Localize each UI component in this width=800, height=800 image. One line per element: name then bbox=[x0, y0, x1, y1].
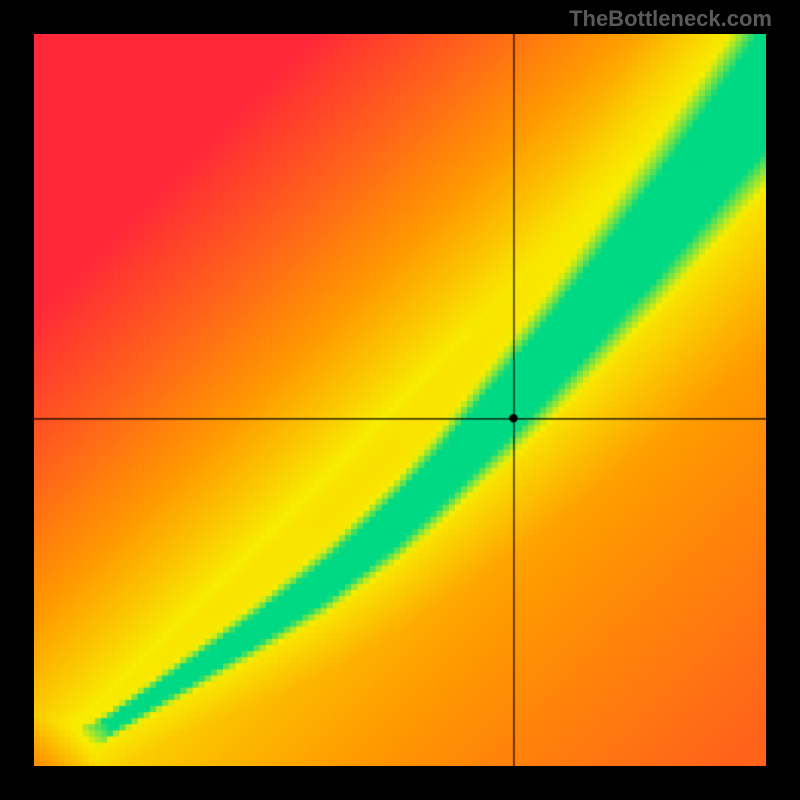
bottleneck-heatmap bbox=[34, 34, 766, 766]
chart-container: TheBottleneck.com bbox=[0, 0, 800, 800]
watermark-text: TheBottleneck.com bbox=[569, 6, 772, 32]
